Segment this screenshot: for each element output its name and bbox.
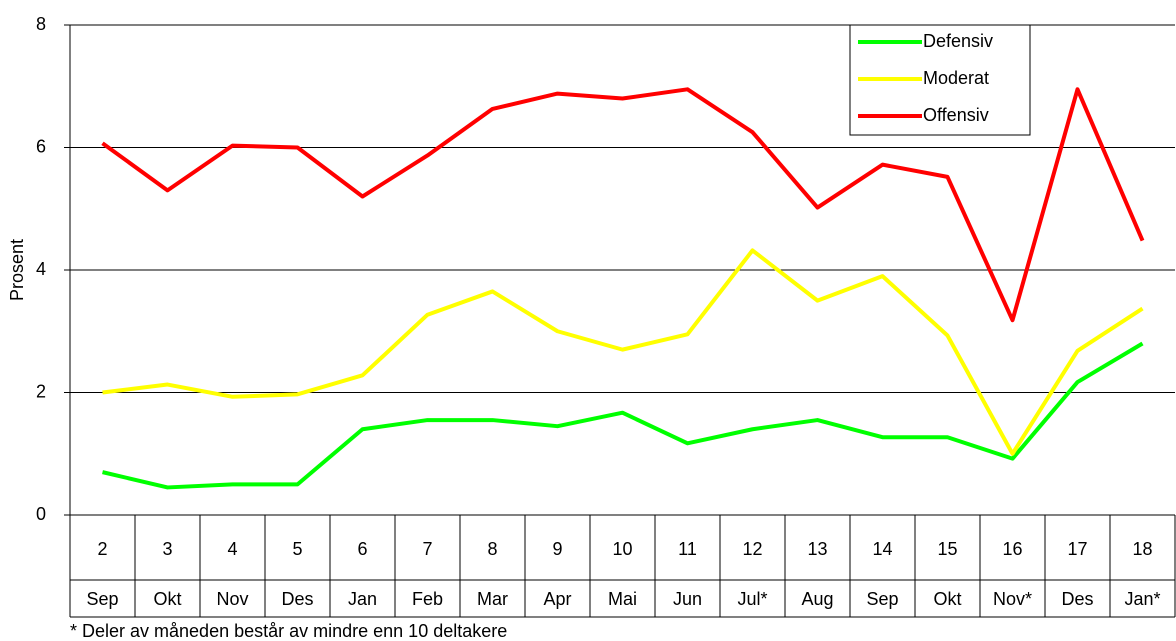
- x-month-label: Des: [1061, 589, 1093, 609]
- x-month-label: Nov: [216, 589, 248, 609]
- x-tick-label: 3: [162, 539, 172, 559]
- x-tick-label: 11: [678, 539, 697, 559]
- x-month-label: Jul*: [737, 589, 767, 609]
- x-month-label: Jan: [348, 589, 377, 609]
- x-tick-label: 5: [292, 539, 302, 559]
- x-tick-label: 13: [807, 539, 827, 559]
- series-line: [102, 341, 1144, 490]
- y-tick-label: 0: [36, 504, 46, 524]
- x-tick-label: 2: [97, 539, 107, 559]
- x-tick-label: 17: [1067, 539, 1087, 559]
- x-tick-label: 10: [612, 539, 632, 559]
- x-tick-label: 14: [872, 539, 892, 559]
- x-month-label: Apr: [543, 589, 571, 609]
- x-tick-label: 16: [1002, 539, 1022, 559]
- x-tick-label: 7: [422, 539, 432, 559]
- y-tick-label: 2: [36, 381, 46, 401]
- y-tick-label: 8: [36, 14, 46, 34]
- x-month-label: Nov*: [993, 589, 1032, 609]
- legend-label: Moderat: [923, 68, 989, 88]
- x-month-label: Feb: [412, 589, 443, 609]
- x-month-label: Jun: [673, 589, 702, 609]
- series-line: [102, 248, 1144, 456]
- x-month-label: Okt: [153, 589, 181, 609]
- x-month-label: Sep: [866, 589, 898, 609]
- x-month-label: Aug: [801, 589, 833, 609]
- y-tick-label: 4: [36, 259, 46, 279]
- x-month-label: Mar: [477, 589, 508, 609]
- x-tick-label: 15: [937, 539, 957, 559]
- x-month-label: Sep: [86, 589, 118, 609]
- x-tick-label: 8: [487, 539, 497, 559]
- x-month-label: Jan*: [1124, 589, 1160, 609]
- x-tick-label: 4: [227, 539, 237, 559]
- legend-label: Offensiv: [923, 105, 989, 125]
- x-tick-label: 12: [742, 539, 762, 559]
- x-month-label: Des: [281, 589, 313, 609]
- y-axis-label: Prosent: [7, 239, 27, 301]
- legend-label: Defensiv: [923, 31, 993, 51]
- x-tick-label: 18: [1132, 539, 1152, 559]
- x-month-label: Mai: [608, 589, 637, 609]
- x-tick-label: 6: [357, 539, 367, 559]
- x-tick-label: 9: [552, 539, 562, 559]
- y-tick-label: 6: [36, 136, 46, 156]
- series-line: [101, 87, 1145, 323]
- x-month-label: Okt: [933, 589, 961, 609]
- footnote: * Deler av måneden består av mindre enn …: [70, 621, 507, 641]
